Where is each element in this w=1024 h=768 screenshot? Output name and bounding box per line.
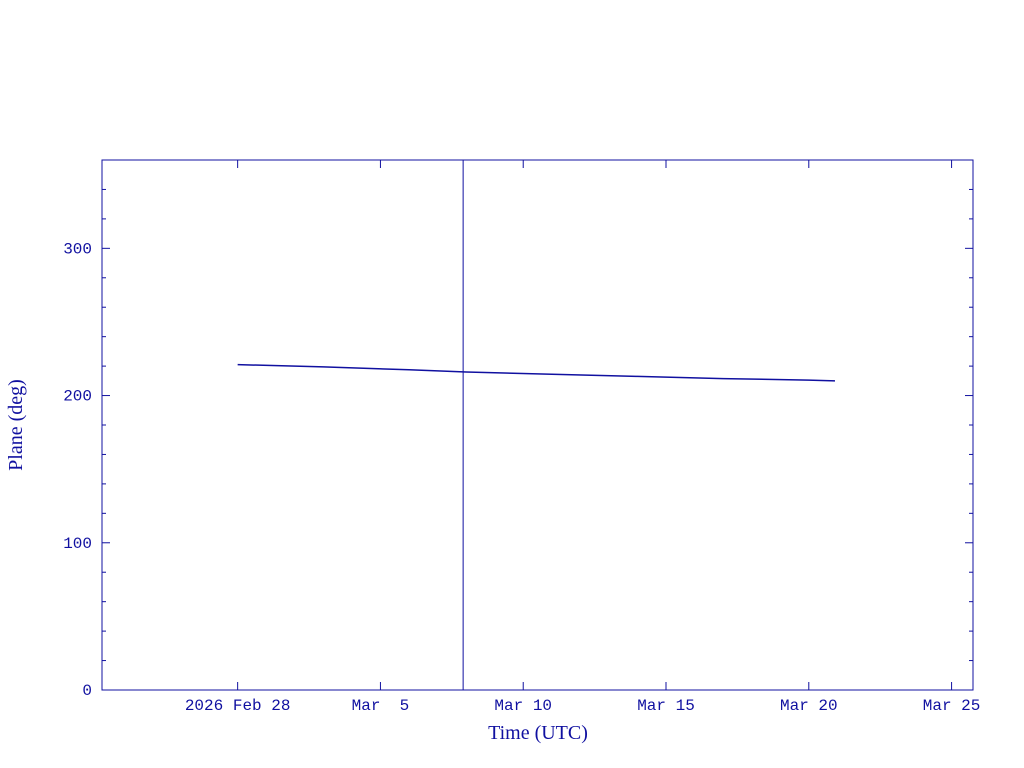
x-tick-label: 2026 Feb 28 — [185, 697, 291, 715]
y-tick-label: 100 — [63, 535, 92, 553]
x-tick-label: Mar 15 — [637, 697, 695, 715]
y-tick-label: 0 — [82, 682, 92, 700]
x-axis-label: Time (UTC) — [488, 722, 588, 744]
y-tick-label: 200 — [63, 388, 92, 406]
plot-frame — [101, 159, 974, 691]
data-line — [237, 363, 835, 382]
y-tick-label: 300 — [63, 240, 92, 258]
x-tick-label: Mar 10 — [494, 697, 552, 715]
y-axis-label: Plane (deg) — [5, 379, 27, 471]
x-tick-label: Mar 5 — [352, 697, 410, 715]
x-tick-label: Mar 25 — [923, 697, 981, 715]
x-tick-label: Mar 20 — [780, 697, 838, 715]
